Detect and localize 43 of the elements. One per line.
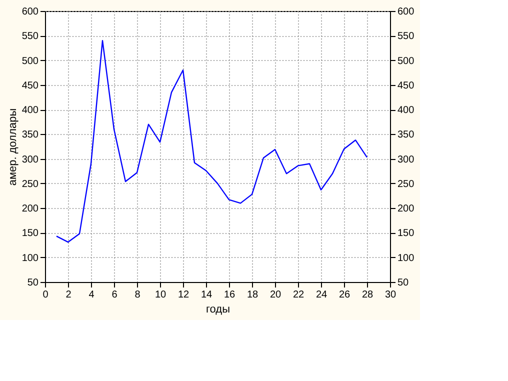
x-tick-label: 20 — [270, 290, 282, 300]
y2-tick-label: 50 — [398, 278, 410, 288]
y2-tick-label: 150 — [398, 228, 415, 240]
y2-tick-label: 500 — [398, 56, 415, 67]
x-tick-label: 14 — [200, 290, 212, 300]
x-tick-label: 12 — [178, 290, 190, 300]
line-series — [56, 40, 368, 243]
y-tick-label: 450 — [22, 80, 39, 92]
x-tick-label: 30 — [384, 290, 396, 300]
x-tick-label: 26 — [338, 290, 350, 300]
x-tick-label: 10 — [154, 290, 166, 300]
x-tick-label: 16 — [224, 290, 236, 300]
x-tick-label: 24 — [316, 290, 328, 300]
x-tick-label: 4 — [88, 290, 95, 300]
y-tick-label: 350 — [22, 130, 39, 141]
y-tick-label: 100 — [22, 252, 39, 264]
y2-tick-label: 300 — [398, 154, 415, 166]
y2-tick-label: 100 — [398, 252, 415, 264]
y-tick-label: 50 — [27, 278, 39, 288]
y-axis-title: амер. доллары — [6, 108, 19, 186]
x-tick-label: 2 — [66, 290, 72, 300]
y-tick-label: 300 — [22, 154, 39, 166]
y2-tick-label: 250 — [398, 178, 415, 190]
y-tick-label: 600 — [22, 6, 39, 18]
x-tick-label: 6 — [112, 290, 118, 300]
y2-tick-label: 400 — [398, 105, 415, 116]
y2-tick-label: 550 — [398, 31, 415, 42]
y-tick-label: 400 — [22, 105, 39, 116]
y2-tick-label: 450 — [398, 80, 415, 92]
y-tick-label: 200 — [22, 204, 39, 215]
x-axis-title: годы — [206, 304, 230, 316]
y-tick-label: 250 — [22, 178, 39, 190]
x-tick-label: 18 — [246, 290, 258, 300]
x-tick-label: 8 — [134, 290, 141, 300]
y-tick-label: 150 — [22, 228, 39, 240]
y-tick-label: 500 — [22, 56, 39, 67]
x-tick-label: 0 — [42, 290, 49, 300]
x-tick-label: 22 — [292, 290, 304, 300]
y2-tick-label: 200 — [398, 204, 415, 215]
y2-tick-label: 600 — [398, 6, 415, 18]
y-tick-label: 550 — [22, 31, 39, 42]
x-tick-label: 28 — [362, 290, 374, 300]
y2-tick-label: 350 — [398, 130, 415, 141]
